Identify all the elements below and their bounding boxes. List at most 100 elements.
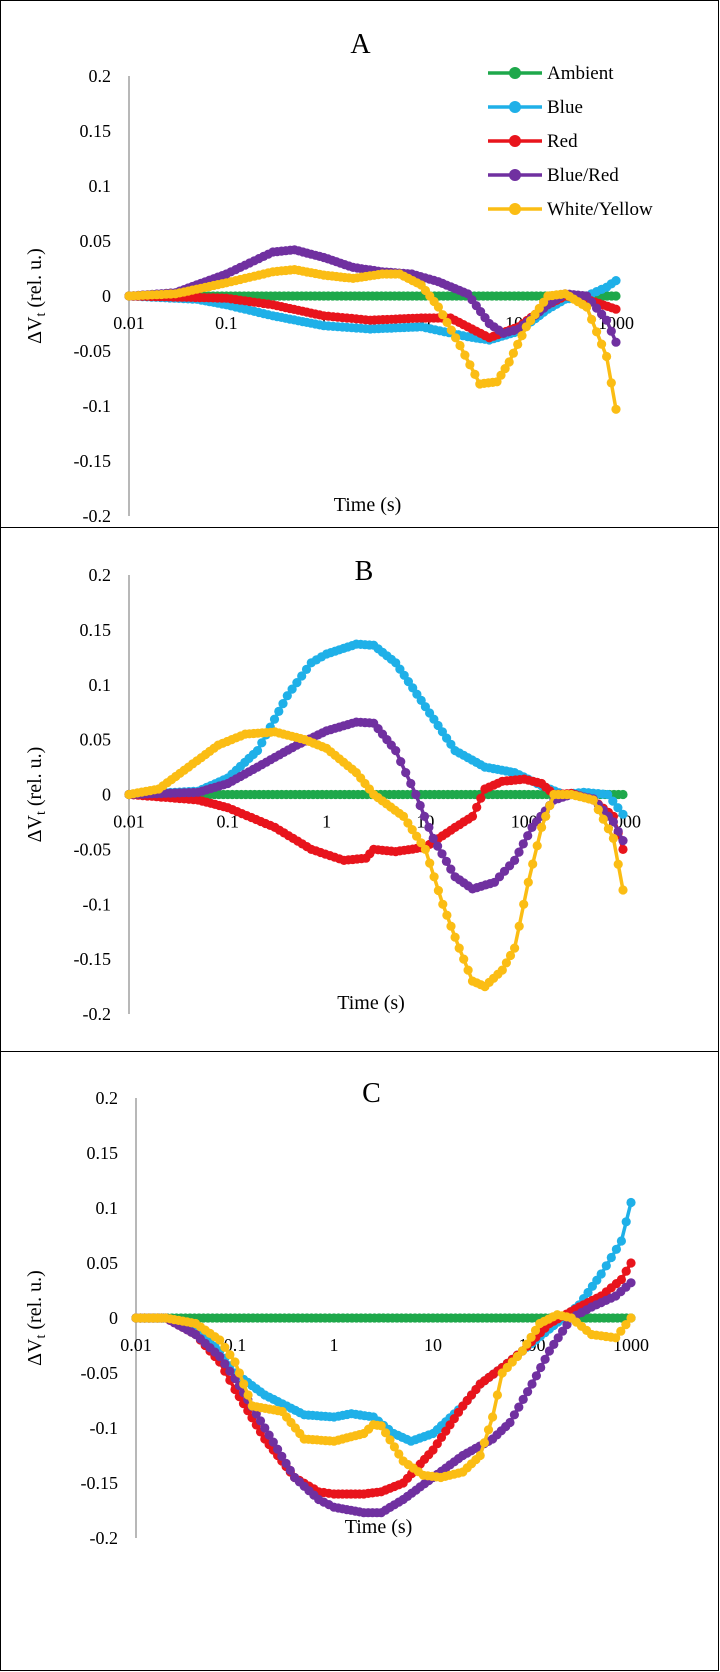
data-point — [603, 789, 613, 800]
data-point — [257, 738, 267, 748]
x-tick-label: 1 — [330, 1335, 339, 1355]
data-point — [603, 824, 614, 834]
data-point — [518, 839, 528, 849]
data-point — [385, 1435, 395, 1445]
data-point — [419, 811, 430, 821]
data-point — [611, 1244, 622, 1254]
data-point — [509, 855, 520, 865]
data-point — [455, 340, 465, 351]
series-red — [131, 1258, 636, 1499]
data-point — [611, 276, 621, 286]
data-point — [463, 965, 473, 975]
data-point — [428, 833, 438, 843]
data-point — [282, 691, 292, 701]
legend-swatch-marker — [509, 67, 521, 79]
series-blue-red — [131, 1278, 636, 1518]
data-point — [588, 795, 598, 805]
data-point — [446, 325, 456, 335]
data-point — [391, 746, 401, 756]
y-tick-label: 0.05 — [87, 1253, 119, 1273]
y-tick-label: -0.05 — [81, 1363, 119, 1383]
data-point — [381, 1428, 391, 1438]
data-point — [433, 885, 443, 896]
data-point — [243, 1390, 253, 1400]
legend-label: Blue/Red — [547, 165, 619, 186]
data-point — [611, 304, 621, 314]
data-point — [618, 844, 628, 854]
data-point — [509, 943, 520, 953]
y-tick-label: 0.1 — [96, 1198, 119, 1218]
data-point — [281, 1458, 291, 1468]
data-point — [239, 1379, 249, 1389]
data-point — [626, 1197, 636, 1208]
data-point — [292, 678, 302, 688]
data-point — [626, 1278, 636, 1288]
data-point — [618, 836, 628, 846]
data-point — [389, 1442, 399, 1452]
data-point — [514, 921, 524, 931]
data-point — [420, 844, 430, 854]
data-point — [592, 327, 602, 337]
data-point — [562, 1320, 572, 1330]
data-point — [611, 404, 621, 414]
data-point — [446, 864, 456, 874]
data-point — [611, 337, 621, 347]
data-point — [517, 331, 527, 341]
data-point — [394, 1449, 404, 1459]
data-point — [287, 684, 297, 694]
data-point — [613, 859, 623, 869]
y-tick-label: -0.05 — [74, 839, 112, 859]
series-line — [136, 1262, 633, 1496]
data-point — [606, 326, 616, 336]
data-point — [618, 789, 628, 800]
y-axis-label: ΔVt (rel. u.) — [24, 248, 49, 344]
y-tick-label: 0.2 — [96, 1088, 119, 1108]
data-point — [234, 1368, 244, 1378]
data-point — [611, 291, 621, 301]
data-point — [601, 1261, 611, 1271]
chart-svg-c: C 0.2 0.15 0.1 0.05 0 -0.05 -0.1 -0.15 -0.2 0.01 0.… — [24, 1078, 649, 1548]
data-point — [526, 1332, 536, 1342]
data-point — [260, 1423, 270, 1433]
x-tick-label: 0.1 — [217, 812, 240, 832]
legend-label: Ambient — [547, 63, 614, 84]
data-point — [403, 818, 413, 828]
legend-swatch-marker — [509, 169, 521, 181]
legend-swatch-marker — [509, 203, 521, 215]
chart-panel-b: B 0.2 0.15 0.1 0.05 0 -0.05 -0.1 -0.15 -0.2 0.01 0.… — [0, 527, 719, 1052]
y-tick-label: -0.1 — [90, 1418, 119, 1438]
data-point — [376, 1421, 386, 1431]
data-point — [470, 369, 480, 379]
data-point — [433, 841, 443, 851]
data-point — [297, 671, 307, 681]
y-tick-label: 0.05 — [80, 730, 112, 750]
data-point — [582, 302, 592, 312]
data-point — [608, 796, 618, 806]
data-point — [454, 943, 464, 953]
data-point — [406, 778, 416, 789]
legend-item: Blue/Red — [488, 165, 619, 186]
data-point — [523, 877, 533, 887]
data-point — [505, 1417, 515, 1428]
data-point — [273, 1444, 283, 1454]
x-axis-label: Time (s) — [334, 494, 402, 516]
y-tick-label: -0.2 — [90, 1528, 119, 1548]
data-point — [433, 302, 443, 312]
data-point — [285, 1465, 295, 1475]
data-point — [429, 872, 439, 882]
y-tick-label: 0.2 — [89, 66, 112, 86]
data-point — [442, 317, 452, 327]
x-tick-label: 0.01 — [120, 1335, 152, 1355]
chart-svg-b: B 0.2 0.15 0.1 0.05 0 -0.05 -0.1 -0.15 -0.2 0.01 0.… — [24, 556, 641, 1024]
data-point — [608, 833, 619, 843]
y-tick-label: 0.15 — [87, 1143, 119, 1163]
data-point — [522, 1339, 532, 1349]
y-tick-label: 0 — [102, 785, 111, 805]
data-point — [220, 1359, 230, 1369]
data-point — [519, 899, 529, 909]
x-tick-label: 0.01 — [113, 812, 145, 832]
data-point — [465, 360, 475, 370]
data-point — [621, 1266, 631, 1276]
data-point — [268, 1437, 278, 1447]
data-point — [450, 932, 460, 942]
